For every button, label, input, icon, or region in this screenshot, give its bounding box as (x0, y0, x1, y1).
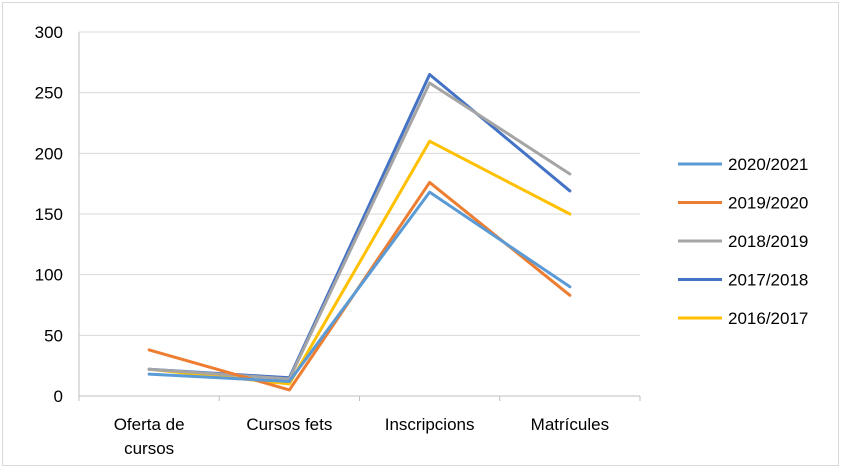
legend-label: 2018/2019 (728, 232, 808, 251)
x-category-labels: Oferta de cursos Cursos fets Inscripcions Ma… (114, 415, 609, 458)
y-tick-label: 150 (35, 205, 63, 224)
axes (78, 32, 641, 401)
gridlines (79, 31, 640, 336)
y-tick-label: 300 (35, 23, 63, 42)
x-category-label: cursos (124, 439, 174, 458)
y-tick-label: 0 (54, 387, 63, 406)
legend: 2020/2021 2019/2020 2018/2019 2017/2018 2016… (678, 155, 808, 328)
x-category-label: Matrícules (531, 415, 609, 434)
y-tick-labels: 0 50 100 150 200 250 300 (35, 23, 63, 406)
series-line-2018-2019 (147, 81, 572, 381)
series-line-2020-2021 (147, 190, 572, 383)
y-tick-label: 250 (35, 84, 63, 103)
series-line-2017-2018 (147, 72, 572, 380)
y-tick-label: 50 (44, 326, 63, 345)
legend-label: 2020/2021 (728, 155, 808, 174)
legend-label: 2016/2017 (728, 309, 808, 328)
y-tick-label: 200 (35, 144, 63, 163)
series-lines (147, 72, 572, 392)
legend-label: 2017/2018 (728, 271, 808, 290)
x-category-label: Oferta de (114, 415, 185, 434)
y-tick-label: 100 (35, 266, 63, 285)
x-category-label: Inscripcions (385, 415, 475, 434)
series-line-2016-2017 (147, 139, 572, 386)
x-category-label: Cursos fets (246, 415, 332, 434)
legend-label: 2019/2020 (728, 194, 808, 213)
